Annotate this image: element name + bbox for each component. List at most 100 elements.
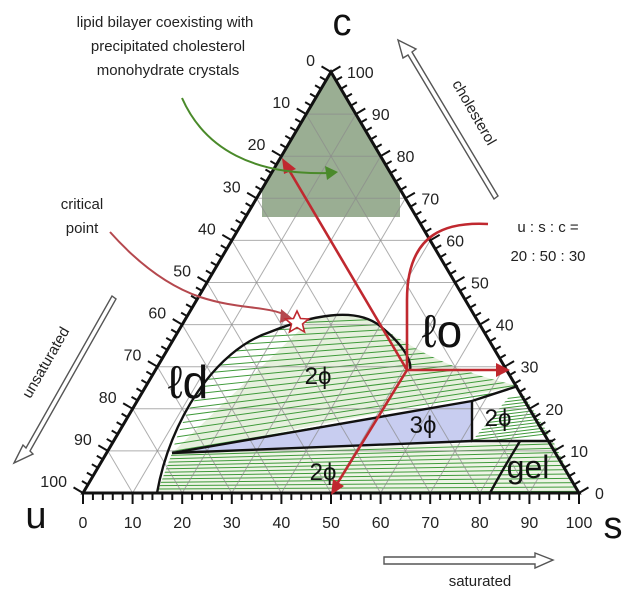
tick-mark [86, 471, 94, 478]
tick-mark [215, 252, 223, 259]
composition-annotation-line-1: u : s : c = [517, 219, 579, 236]
tick-label-c: 50 [471, 276, 489, 293]
tick-label-s: 20 [173, 515, 191, 532]
tick-mark [553, 444, 565, 452]
tie-line [172, 365, 518, 414]
tick-label-u: 50 [173, 264, 191, 281]
unsaturated-arrow [12, 294, 117, 465]
tick-label-u: 20 [248, 137, 266, 154]
tick-mark [509, 370, 517, 376]
three-phase-top-edge [171, 399, 473, 455]
tick-mark [284, 134, 292, 141]
arrow-to-c-axis [287, 169, 409, 371]
tick-label-s: 60 [372, 515, 390, 532]
tick-mark [190, 294, 198, 301]
tick-mark [469, 303, 477, 309]
tick-mark [180, 311, 188, 318]
tick-mark [499, 353, 507, 360]
grid-line-u [305, 113, 530, 493]
tick-mark [235, 219, 243, 225]
tie-line [472, 428, 553, 441]
tick-mark [309, 92, 317, 99]
critical-point-leader [109, 231, 289, 317]
tick-mark [220, 244, 228, 250]
tick-mark [538, 421, 546, 427]
tick-mark [365, 126, 373, 132]
tick-label-u: 10 [272, 95, 290, 112]
tie-line [172, 382, 518, 442]
saturated-arrow [383, 551, 555, 570]
tick-label-c: 90 [372, 107, 390, 124]
grid-line-s [528, 450, 555, 493]
arrow-head-u [331, 479, 344, 495]
vertex-label-s: s [604, 505, 623, 547]
tick-mark [518, 387, 527, 393]
tick-mark [296, 107, 307, 115]
tick-mark [419, 219, 427, 225]
two-phase-lower-region [157, 441, 579, 493]
tick-mark [464, 294, 472, 301]
arrow-head-s [496, 363, 510, 377]
tick-mark [479, 318, 490, 326]
tick-mark [434, 244, 442, 250]
tick-mark [279, 143, 287, 149]
tick-label-u: 60 [148, 306, 166, 323]
tick-label-c: 60 [446, 233, 464, 250]
tick-mark [240, 210, 248, 217]
tie-line [172, 369, 518, 421]
tick-label-u: 80 [99, 390, 117, 407]
tick-mark [294, 118, 302, 124]
tick-mark [96, 454, 104, 461]
grid-line-u [206, 282, 332, 493]
tick-label-s: 10 [124, 515, 142, 532]
tick-mark [147, 360, 158, 368]
tick-label-u: 0 [306, 53, 315, 70]
tick-label-u: 70 [124, 348, 142, 365]
tie-line [157, 460, 579, 470]
tick-label-c: 100 [347, 65, 374, 82]
tick-label-c: 70 [421, 191, 439, 208]
tick-mark [528, 402, 540, 410]
tick-mark [404, 191, 416, 200]
tick-mark [394, 177, 403, 183]
tick-label-s: 80 [471, 515, 489, 532]
critical-annotation-line-1: critical [61, 196, 104, 213]
tie-line [157, 468, 579, 477]
vertex-label-u: u [25, 495, 46, 537]
crystal-arrow-head [325, 166, 338, 180]
tick-mark [271, 149, 282, 158]
tie-line [157, 442, 579, 457]
tick-mark [399, 185, 407, 191]
tick-labels: 0 0 0 10 10 10 20 20 20 30 30 30 40 40 40 50 50 50 60 60 60 7… [40, 53, 604, 532]
tie-line [172, 378, 518, 435]
phase-label-2phi-upper: 2ϕ [305, 363, 332, 390]
tick-mark [321, 65, 332, 73]
tick-label-c: 30 [521, 360, 539, 377]
tick-label-u: 100 [40, 474, 67, 491]
tie-line [157, 482, 579, 487]
tick-mark [429, 233, 441, 242]
tick-mark [385, 160, 393, 166]
tick-mark [135, 387, 144, 393]
grid-line-u [132, 408, 183, 493]
tick-mark [350, 101, 358, 107]
tick-mark [340, 84, 348, 90]
tick-mark [370, 134, 378, 141]
tick-mark [197, 276, 208, 284]
crystal-annotation-arrow [181, 97, 329, 175]
crystal-annotation-line-2: precipitated cholesterol [91, 38, 245, 55]
tick-label-s: 70 [421, 515, 439, 532]
composition-arrows [282, 158, 510, 495]
grid-line-s [429, 366, 506, 493]
tick-label-s: 30 [223, 515, 241, 532]
grid-line-s [231, 198, 406, 493]
tick-mark [375, 143, 383, 149]
tick-mark [409, 202, 417, 208]
tick-mark [454, 276, 465, 284]
tie-line [157, 486, 579, 490]
composition-annotation-line-2: 20 : 50 : 30 [510, 248, 585, 265]
gel-boundary [470, 384, 553, 443]
tick-mark [221, 233, 233, 242]
cholesterol-arrow [396, 38, 499, 201]
tick-label-c: 40 [496, 318, 514, 335]
